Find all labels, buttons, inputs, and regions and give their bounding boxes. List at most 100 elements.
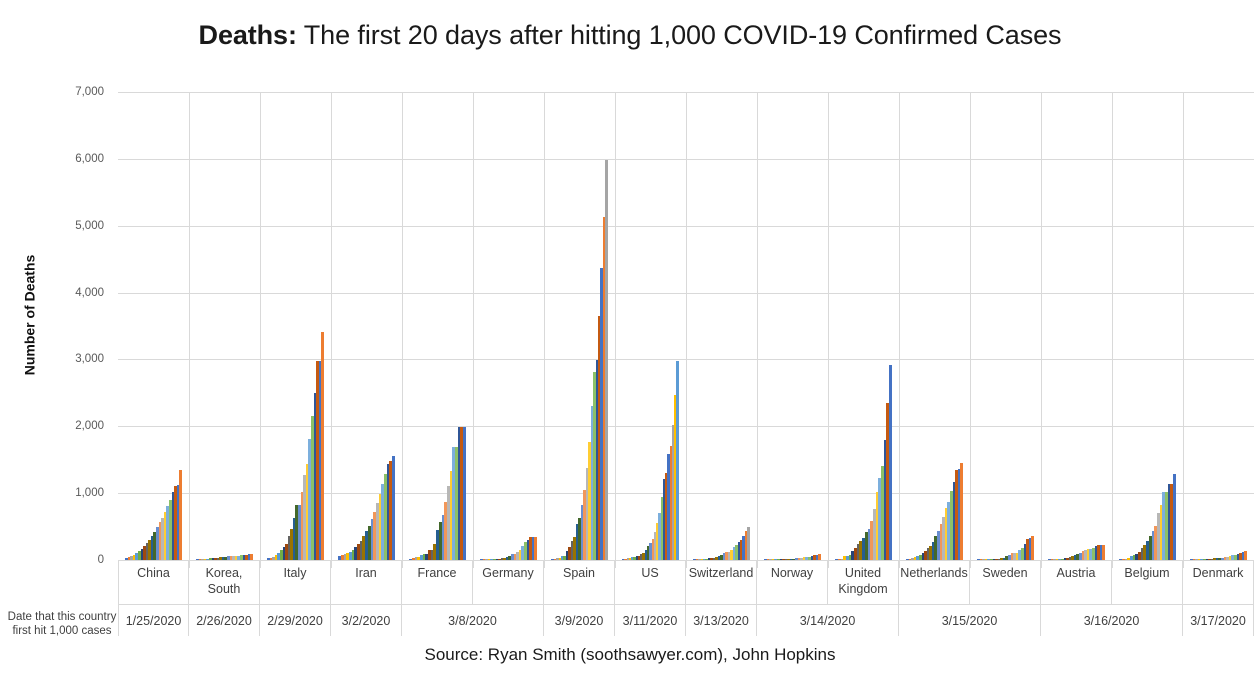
bar (878, 477, 882, 560)
bar-group (970, 92, 1041, 560)
group-separator (1183, 92, 1184, 568)
date-label: 3/9/2020 (544, 604, 615, 636)
bar (913, 557, 917, 560)
bar (1146, 540, 1149, 560)
bar (867, 529, 871, 560)
bar (835, 559, 838, 560)
bar (631, 557, 634, 560)
bar (1071, 556, 1074, 560)
bar (1091, 547, 1095, 560)
bar (378, 493, 382, 560)
bar (1013, 552, 1016, 560)
bar (889, 364, 892, 560)
date-label: 1/25/2020 (118, 604, 189, 636)
bar (931, 541, 935, 560)
bar (338, 556, 341, 560)
bar (318, 360, 322, 560)
bar (947, 502, 950, 560)
group-separator (1112, 92, 1113, 568)
bar (1210, 559, 1214, 560)
bar (298, 504, 301, 560)
date-label: 3/15/2020 (899, 604, 1041, 636)
bar (316, 360, 319, 560)
bar (1127, 557, 1130, 560)
bar (698, 559, 701, 560)
bar (373, 511, 376, 560)
bar (1154, 525, 1157, 560)
bar-group (686, 92, 757, 560)
bar (556, 558, 559, 560)
bar (918, 554, 922, 560)
bar (1167, 483, 1171, 560)
bar (300, 492, 304, 560)
y-axis-tick-label: 1,000 (75, 487, 104, 500)
bar (635, 556, 638, 560)
bar (237, 555, 240, 560)
bar (669, 445, 672, 560)
bar (422, 553, 426, 560)
bar (848, 555, 852, 560)
bar-group-bars (189, 92, 260, 560)
bar-group (828, 92, 899, 560)
bar (939, 523, 943, 560)
y-axis-tick-label: 0 (97, 554, 104, 566)
bar (168, 499, 172, 560)
bar (982, 559, 985, 560)
bar (805, 557, 808, 560)
bar (370, 519, 374, 560)
bar (282, 546, 286, 560)
bar (1236, 553, 1240, 560)
bar (977, 559, 980, 560)
bar (600, 268, 603, 560)
bar (1050, 559, 1054, 560)
bar (649, 542, 652, 560)
bar (1162, 492, 1166, 560)
bar (463, 426, 466, 560)
bar (1079, 552, 1082, 560)
bar (250, 553, 253, 560)
bar (414, 556, 418, 560)
bar (957, 469, 961, 560)
bar (674, 395, 677, 560)
bar (644, 549, 648, 560)
bar-group (473, 92, 544, 560)
bar (508, 555, 512, 560)
bar-group-bars (1183, 92, 1254, 560)
bar (580, 504, 584, 560)
bar (375, 502, 379, 560)
bar (810, 556, 814, 560)
bar (292, 517, 296, 560)
bar (960, 463, 963, 560)
bar (498, 558, 501, 560)
bar (518, 549, 522, 560)
bar (1005, 555, 1009, 560)
bar (651, 539, 654, 560)
bar (214, 557, 217, 560)
bar (992, 558, 996, 560)
bar (224, 556, 228, 560)
bar (725, 551, 728, 560)
bar (637, 555, 641, 560)
bar (428, 550, 431, 560)
bar (455, 446, 458, 560)
bar (1228, 555, 1232, 560)
bar (158, 522, 162, 560)
bar (1231, 555, 1234, 560)
bar (926, 548, 930, 560)
bar (1048, 559, 1051, 560)
bar (285, 544, 288, 560)
bar (551, 559, 554, 560)
bar (357, 544, 360, 560)
bar (815, 554, 819, 560)
bar (531, 537, 535, 560)
bar (779, 559, 783, 560)
date-axis-labels: 1/25/2020 2/26/2020 2/29/2020 3/2/2020 3/8/2… (118, 604, 1254, 636)
bar (851, 550, 855, 560)
bar (436, 529, 439, 560)
bar-group (402, 92, 473, 560)
bar (419, 554, 423, 560)
bar (348, 551, 352, 560)
bar (1165, 492, 1168, 560)
bar (219, 557, 222, 560)
bar (179, 469, 182, 560)
